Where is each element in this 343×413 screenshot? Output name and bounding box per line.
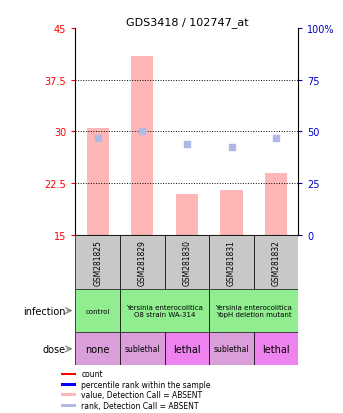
Bar xyxy=(86,129,109,235)
Text: count: count xyxy=(81,370,103,379)
Text: none: none xyxy=(85,344,110,354)
Bar xyxy=(176,194,198,235)
Bar xyxy=(209,235,254,289)
Bar xyxy=(61,383,76,386)
Text: sublethal: sublethal xyxy=(125,344,160,354)
Bar xyxy=(61,404,76,407)
Bar xyxy=(165,235,209,289)
Point xyxy=(273,136,279,142)
Text: GSM281825: GSM281825 xyxy=(93,240,102,285)
Bar xyxy=(120,235,165,289)
Bar xyxy=(61,394,76,396)
Bar xyxy=(254,235,298,289)
Text: control: control xyxy=(85,308,110,314)
Title: GDS3418 / 102747_at: GDS3418 / 102747_at xyxy=(126,17,248,28)
Text: GSM281829: GSM281829 xyxy=(138,240,147,285)
Point xyxy=(184,141,190,148)
Text: sublethal: sublethal xyxy=(214,344,249,354)
Bar xyxy=(265,173,287,235)
Text: GSM281832: GSM281832 xyxy=(272,240,281,285)
Text: GSM281831: GSM281831 xyxy=(227,240,236,285)
Point xyxy=(95,136,100,142)
Text: lethal: lethal xyxy=(262,344,290,354)
Text: value, Detection Call = ABSENT: value, Detection Call = ABSENT xyxy=(81,390,203,399)
Bar xyxy=(221,191,243,235)
Point xyxy=(140,129,145,135)
Text: percentile rank within the sample: percentile rank within the sample xyxy=(81,380,211,389)
Bar xyxy=(75,332,120,366)
Bar xyxy=(120,289,209,332)
Bar xyxy=(165,332,209,366)
Text: infection: infection xyxy=(23,306,65,316)
Point xyxy=(229,144,234,151)
Text: GSM281830: GSM281830 xyxy=(182,239,191,285)
Bar xyxy=(209,289,298,332)
Bar xyxy=(131,57,154,235)
Bar xyxy=(61,373,76,375)
Text: dose: dose xyxy=(42,344,65,354)
Bar xyxy=(120,332,165,366)
Text: rank, Detection Call = ABSENT: rank, Detection Call = ABSENT xyxy=(81,401,199,410)
Text: lethal: lethal xyxy=(173,344,201,354)
Bar xyxy=(75,289,120,332)
Bar xyxy=(75,235,120,289)
Text: Yersinia enterocolitica
O8 strain WA-314: Yersinia enterocolitica O8 strain WA-314 xyxy=(126,304,203,317)
Bar xyxy=(209,332,254,366)
Bar xyxy=(254,332,298,366)
Text: Yersinia enterocolitica
YopH deletion mutant: Yersinia enterocolitica YopH deletion mu… xyxy=(215,304,292,317)
